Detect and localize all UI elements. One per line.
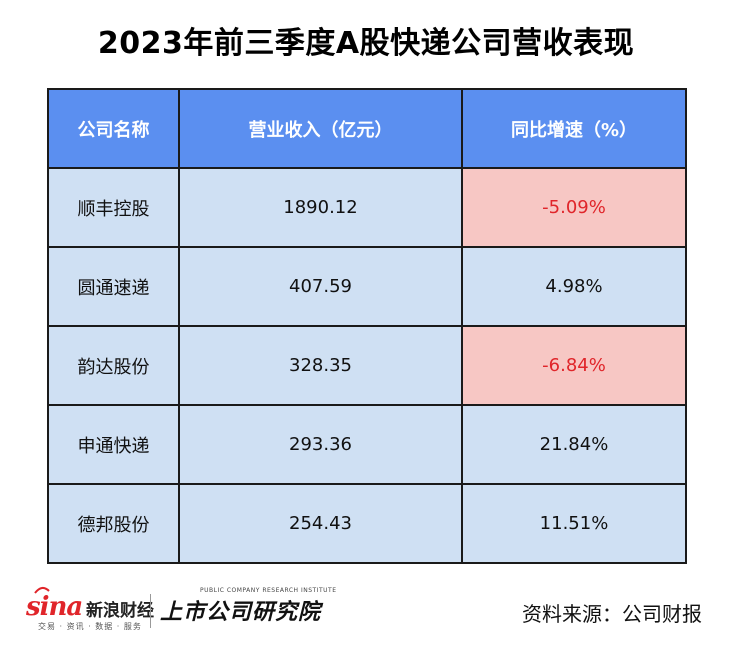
revenue-table: 公司名称 营业收入（亿元） 同比增速（%） 顺丰控股 1890.12 -5.09% 圆… [47, 88, 687, 564]
header-growth: 同比增速（%） [461, 88, 687, 169]
company-cell: 申通快递 [47, 404, 180, 485]
sina-eye-icon [34, 587, 50, 594]
chart-title: 2023年前三季度A股快递公司营收表现 [97, 26, 635, 61]
table-row: 圆通速递 407.59 4.98% [47, 246, 687, 327]
sina-finance-name: 新浪财经 [86, 601, 154, 621]
company-cell: 顺丰控股 [47, 167, 180, 248]
growth-cell: 11.51% [461, 483, 687, 564]
sina-logo-text: sina [26, 592, 83, 622]
revenue-cell: 328.35 [178, 325, 463, 406]
footer: sina 新浪财经 交易 · 资讯 · 数据 · 服务 PUBLIC COMPA… [0, 587, 732, 640]
growth-cell: -6.84% [461, 325, 687, 406]
research-institute-name: 上市公司研究院 [160, 600, 322, 625]
table-row: 顺丰控股 1890.12 -5.09% [47, 167, 687, 248]
company-cell: 德邦股份 [47, 483, 180, 564]
growth-cell: 4.98% [461, 246, 687, 327]
table-row: 申通快递 293.36 21.84% [47, 404, 687, 485]
table-row: 韵达股份 328.35 -6.84% [47, 325, 687, 406]
research-institute-english: PUBLIC COMPANY RESEARCH INSTITUTE [200, 587, 337, 594]
revenue-cell: 293.36 [178, 404, 463, 485]
revenue-cell: 254.43 [178, 483, 463, 564]
table-row: 德邦股份 254.43 11.51% [47, 483, 687, 564]
revenue-cell: 407.59 [178, 246, 463, 327]
table-header-row: 公司名称 营业收入（亿元） 同比增速（%） [47, 88, 687, 169]
header-company: 公司名称 [47, 88, 180, 169]
sina-finance-tagline: 交易 · 资讯 · 数据 · 服务 [38, 622, 142, 631]
growth-cell: 21.84% [461, 404, 687, 485]
data-source: 资料来源：公司财报 [522, 602, 702, 626]
growth-cell: -5.09% [461, 167, 687, 248]
footer-divider [150, 594, 151, 628]
revenue-cell: 1890.12 [178, 167, 463, 248]
company-cell: 圆通速递 [47, 246, 180, 327]
company-cell: 韵达股份 [47, 325, 180, 406]
header-revenue: 营业收入（亿元） [178, 88, 463, 169]
